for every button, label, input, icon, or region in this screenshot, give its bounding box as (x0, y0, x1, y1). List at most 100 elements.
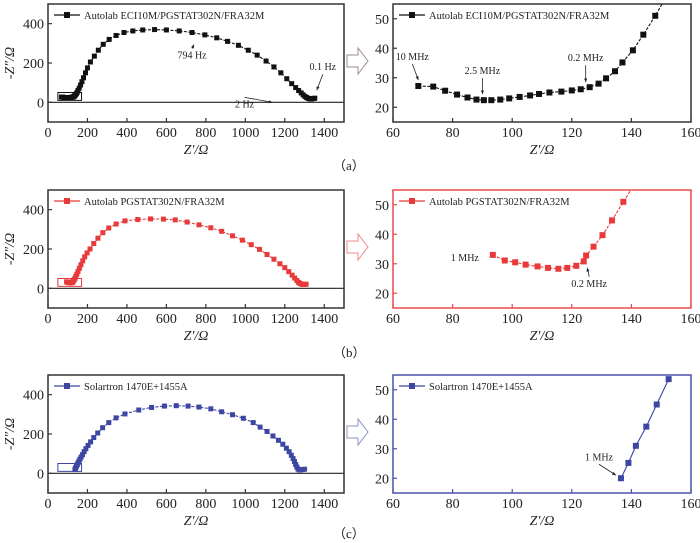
zoom-arrow-icon (346, 417, 369, 447)
data-point (160, 216, 166, 222)
data-point (522, 261, 529, 268)
legend-marker (64, 198, 70, 204)
legend-label: Autolab ECI10M/PGSTAT302N/FRA32M (429, 11, 610, 22)
data-point (76, 265, 82, 271)
legend-marker (64, 12, 70, 18)
y-tick-label: 20 (375, 287, 389, 302)
x-tick-label: 1400 (310, 126, 338, 141)
data-point (501, 257, 508, 264)
data-point (84, 250, 90, 256)
data-point (100, 41, 106, 47)
y-tick-label: 30 (375, 443, 389, 458)
x-tick-label: 400 (116, 497, 137, 512)
data-point (415, 83, 422, 90)
data-point (81, 75, 87, 81)
data-point (546, 89, 553, 96)
data-point (185, 403, 191, 409)
x-tick-label: 140 (621, 497, 642, 512)
data-point (270, 433, 276, 439)
data-point (534, 263, 541, 270)
data-point (248, 242, 254, 248)
data-point (173, 403, 179, 409)
data-point (488, 97, 495, 104)
legend-marker (409, 12, 415, 18)
chart-b-zoom: 60 80 100 120 140 160 20 30 40 50 Z′/Ω Autolab PGST… (375, 189, 700, 344)
y-tick-label: 0 (37, 96, 44, 111)
annotation-label: 0.2 MHz (571, 279, 607, 290)
data-point (303, 281, 309, 287)
zoom-region-box (57, 278, 83, 287)
data-point (91, 240, 97, 246)
data-point (80, 452, 86, 458)
x-tick-label: 600 (156, 497, 177, 512)
data-point (620, 198, 627, 205)
data-point (95, 430, 101, 436)
data-point (100, 230, 106, 236)
annotation-label: 10 MHz (396, 52, 430, 63)
data-point (84, 65, 90, 71)
data-point (75, 268, 81, 274)
data-point (275, 437, 281, 443)
data-point (312, 95, 318, 101)
data-point (632, 442, 639, 449)
data-point (580, 258, 587, 265)
data-point (250, 420, 256, 426)
data-point (135, 217, 141, 222)
x-tick-label: 60 (386, 497, 400, 512)
data-point (497, 96, 504, 103)
data-point (130, 28, 136, 34)
legend-marker (409, 383, 415, 389)
y-tick-label: 20 (375, 101, 389, 116)
data-point (480, 97, 487, 104)
y-tick-label: 400 (23, 389, 44, 404)
y-axis-title: -Z″/Ω (3, 233, 18, 265)
legend-marker (409, 198, 415, 204)
series-line (61, 29, 315, 100)
data-point (208, 225, 214, 231)
data-point (189, 30, 195, 36)
data-point (263, 58, 269, 64)
x-tick-label: 800 (195, 497, 216, 512)
chart-b-full: 0 200 400 600 800 1000 1200 1400 0 200 400 Z′/Ω -Z″/… (3, 189, 369, 344)
y-tick-label: 50 (375, 13, 389, 28)
data-point (172, 217, 178, 223)
data-point (83, 446, 89, 452)
data-point (665, 376, 672, 383)
data-point (573, 262, 580, 269)
y-tick-label: 40 (375, 413, 389, 428)
data-point (489, 251, 496, 258)
annotation-arrowhead (586, 267, 590, 272)
y-tick-label: 0 (37, 282, 44, 297)
data-point (271, 256, 277, 262)
data-point (176, 28, 182, 34)
data-point (85, 442, 91, 448)
x-tick-label: 0 (45, 312, 52, 327)
data-point (603, 75, 610, 82)
data-point (161, 403, 167, 409)
x-tick-label: 100 (502, 312, 523, 327)
y-tick-label: 200 (23, 428, 44, 443)
data-point (291, 459, 297, 465)
data-point (122, 218, 128, 224)
data-point (454, 91, 461, 98)
data-point (148, 216, 154, 222)
chart-c-full: 0 200 400 600 800 1000 1200 1400 0 200 400 Z′/Ω -Z″/… (3, 374, 369, 529)
y-tick-label: 400 (23, 18, 44, 33)
caption-c: （c） (333, 526, 365, 541)
legend-label: Autolab PGSTAT302N/FRA32M (84, 197, 225, 208)
data-point (82, 254, 88, 260)
data-point (230, 412, 236, 418)
annotation-arrowhead (268, 100, 273, 104)
legend-label: Autolab ECI10M/PGSTAT302N/FRA32M (84, 11, 265, 22)
x-tick-label: 1200 (271, 312, 299, 327)
data-point (293, 461, 299, 467)
annotation-label: 2 Hz (235, 99, 255, 110)
x-tick-label: 600 (156, 126, 177, 141)
data-point (271, 64, 277, 70)
plot-frame (392, 3, 692, 123)
data-point (442, 87, 449, 94)
data-point (617, 475, 624, 482)
data-point (136, 407, 142, 413)
data-point (79, 79, 85, 85)
plot-area (58, 27, 318, 102)
